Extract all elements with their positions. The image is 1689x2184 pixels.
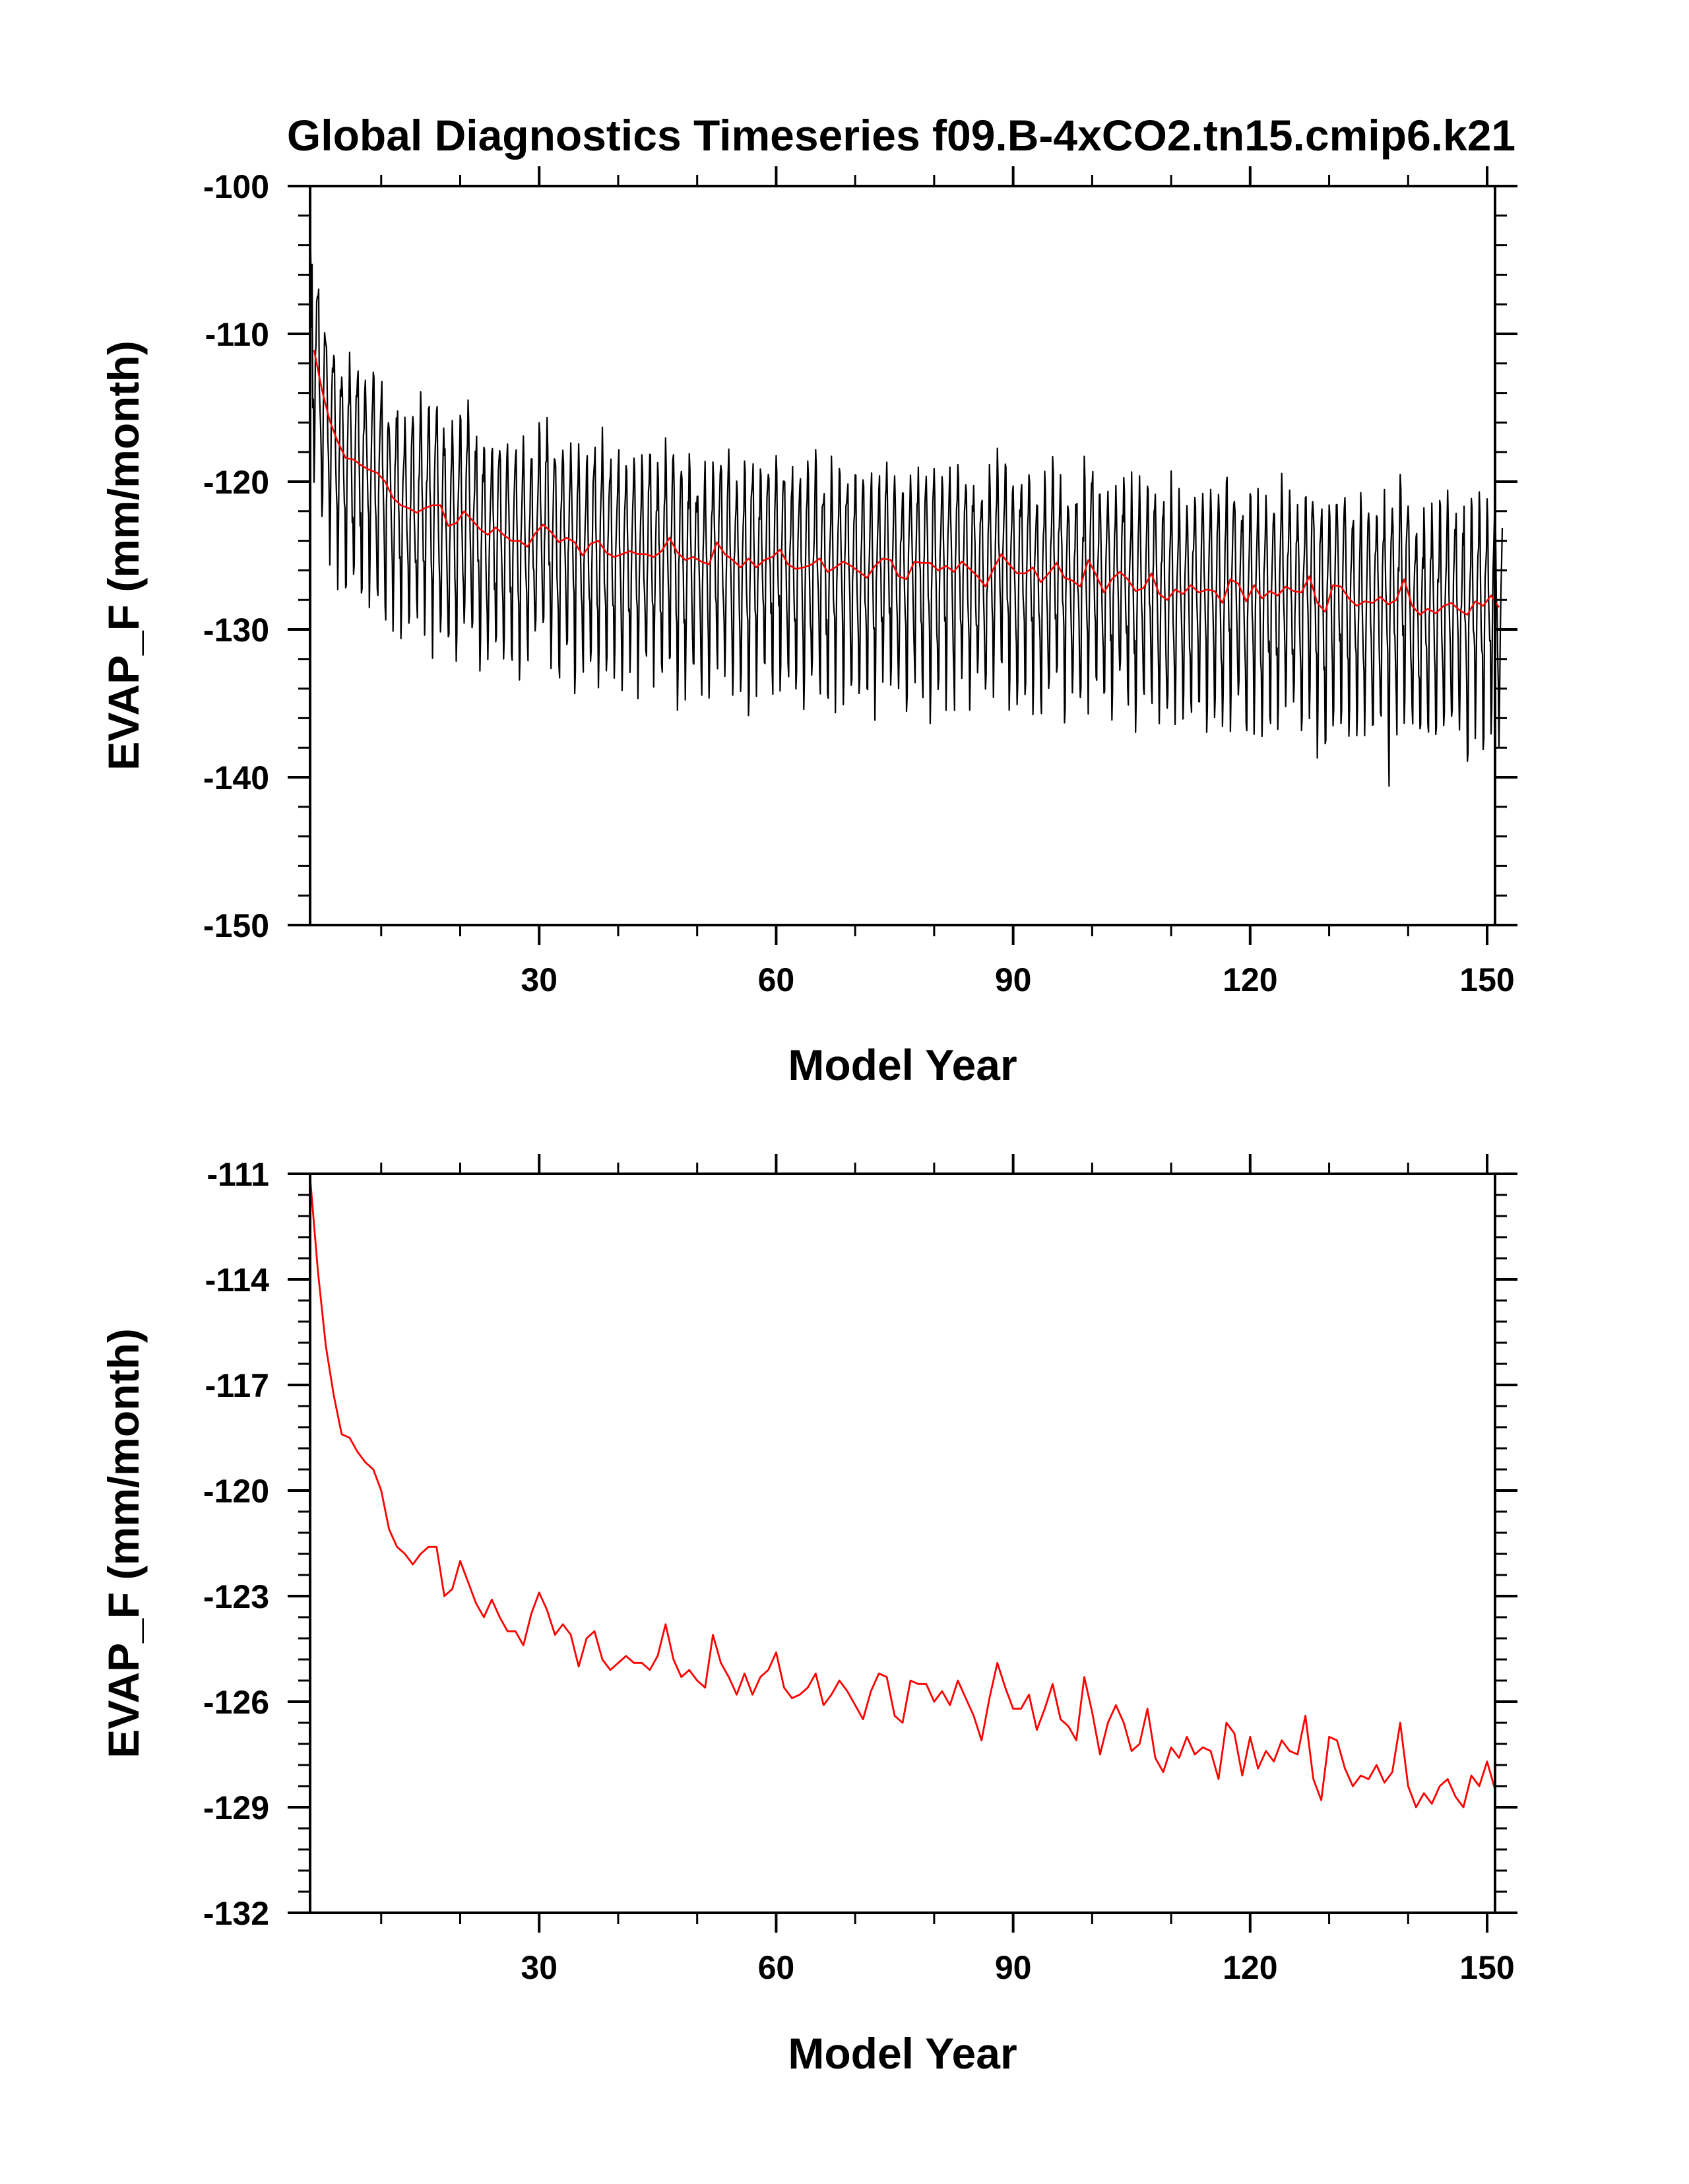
top-x-tick-marks — [380, 166, 1489, 945]
top-tick-labels: 30 60 90 120 150 -100 -110 -120 -130 -140 -150 — [203, 168, 1515, 998]
top-monthly-series-line — [309, 253, 1504, 787]
bottom-x-tick-marks — [380, 1154, 1489, 1933]
y-tick-label: -114 — [205, 1262, 270, 1299]
bottom-y-tick-marks — [288, 1172, 1517, 1914]
bottom-x-axis-title: Model Year — [788, 2029, 1017, 2078]
y-tick-label: -132 — [203, 1895, 269, 1932]
x-tick-label: 90 — [995, 1949, 1032, 1986]
top-annual-series-line — [313, 350, 1500, 616]
x-tick-label: 120 — [1223, 961, 1277, 998]
y-tick-label: -110 — [205, 316, 269, 353]
top-x-axis-title: Model Year — [788, 1041, 1017, 1089]
y-tick-label: -120 — [203, 464, 269, 501]
x-tick-label: 150 — [1459, 961, 1514, 998]
y-tick-label: -126 — [203, 1684, 269, 1721]
x-tick-label: 150 — [1459, 1949, 1514, 1986]
figure-title: Global Diagnostics Timeseries f09.B-4xCO… — [287, 111, 1515, 160]
y-tick-label: -129 — [203, 1789, 269, 1826]
bottom-panel: 30 60 90 120 150 -111 -114 -117 -120 -123 -126 -129… — [99, 1154, 1517, 2078]
y-tick-label: -100 — [203, 168, 269, 205]
top-panel: 30 60 90 120 150 -100 -110 -120 -130 -140 -150 Mod… — [99, 166, 1517, 1089]
x-tick-label: 120 — [1223, 1949, 1277, 1986]
x-tick-label: 60 — [758, 1949, 795, 1986]
bottom-plot-frame — [309, 1172, 1496, 1914]
y-tick-label: -150 — [203, 907, 269, 944]
top-y-axis-title: EVAP_F (mm/month) — [99, 340, 148, 770]
x-tick-label: 30 — [521, 961, 558, 998]
bottom-y-axis-title: EVAP_F (mm/month) — [99, 1328, 148, 1758]
y-tick-label: -140 — [203, 759, 269, 796]
y-tick-label: -130 — [203, 612, 269, 649]
top-y-tick-marks — [288, 185, 1517, 926]
y-tick-label: -120 — [203, 1473, 269, 1510]
x-tick-label: 90 — [995, 961, 1032, 998]
y-tick-label: -117 — [205, 1367, 269, 1404]
y-tick-label: -111 — [207, 1156, 269, 1193]
x-tick-label: 30 — [521, 1949, 558, 1986]
bottom-annual-series-line — [309, 1177, 1496, 1809]
y-tick-label: -123 — [203, 1578, 269, 1615]
bottom-tick-labels: 30 60 90 120 150 -111 -114 -117 -120 -123 -126 -129… — [203, 1156, 1515, 1986]
top-plot-frame — [309, 185, 1496, 926]
x-tick-label: 60 — [758, 961, 795, 998]
